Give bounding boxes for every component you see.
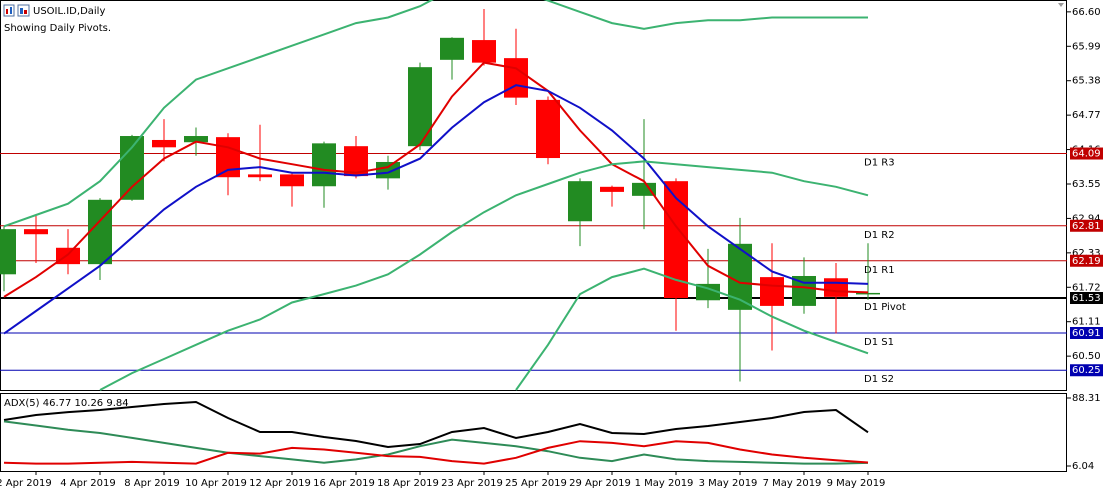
candle-body — [472, 40, 496, 63]
candle-body — [56, 247, 80, 265]
candle-body — [536, 99, 560, 159]
price-label-bg — [1070, 292, 1103, 305]
adx-frame — [0, 393, 1067, 472]
x-tick-label: 4 Apr 2019 — [60, 478, 115, 489]
y-tick-label: 6.04 — [1072, 461, 1094, 472]
price-label: 60.91 — [1072, 328, 1101, 339]
candle-body — [376, 161, 400, 179]
x-tick-label: 25 Apr 2019 — [505, 478, 567, 489]
x-tick-label: 12 Apr 2019 — [249, 478, 311, 489]
indicator-line — [3, 400, 869, 449]
y-tick-label: 65.38 — [1072, 76, 1101, 87]
price-label: 60.25 — [1072, 365, 1101, 376]
pivot-label: D1 S2 — [864, 374, 894, 385]
adx-title: ADX(5) 46.77 10.26 9.84 — [4, 398, 129, 409]
x-tick-label: 23 Apr 2019 — [441, 478, 503, 489]
y-tick-label: 65.99 — [1072, 41, 1101, 52]
y-tick-label: 62.33 — [1072, 248, 1101, 259]
candle-body — [24, 229, 48, 235]
pivot-label: D1 S1 — [864, 337, 894, 348]
candle-body — [216, 137, 240, 178]
price-label: 62.19 — [1072, 256, 1101, 267]
candle-body — [440, 37, 464, 60]
candle-body — [600, 186, 624, 192]
symbol-icon — [3, 4, 30, 17]
price-label-bg — [1070, 254, 1103, 267]
price-label-bg — [1070, 364, 1103, 377]
indicator-line — [99, 160, 869, 391]
price-label-bg — [1070, 219, 1103, 232]
y-tick-label: 66.60 — [1072, 7, 1101, 18]
x-tick-label: 2 Apr 2019 — [0, 478, 52, 489]
candle-body — [568, 181, 592, 222]
adx-plot — [3, 400, 869, 465]
candle-body — [312, 143, 336, 187]
candle-body — [184, 136, 208, 143]
pivot-label: D1 R1 — [864, 265, 895, 276]
indicator-line — [3, 440, 869, 465]
main-frame — [0, 0, 1067, 391]
x-tick-label: 3 May 2019 — [699, 478, 758, 489]
y-tick-label: 63.55 — [1072, 179, 1101, 190]
candle-body — [280, 174, 304, 187]
x-tick-label: 10 Apr 2019 — [185, 478, 247, 489]
pivot-label: D1 R3 — [864, 158, 895, 169]
indicator-line — [3, 84, 869, 335]
price-label-bg — [1070, 147, 1103, 160]
indicator-line — [515, 267, 869, 391]
y-tick-label: 60.50 — [1072, 351, 1101, 362]
candle-body — [152, 139, 176, 148]
price-label: 61.53 — [1072, 293, 1101, 304]
indicator-line — [3, 420, 869, 465]
x-tick-label: 1 May 2019 — [635, 478, 694, 489]
candle-body — [632, 182, 656, 196]
price-label-bg — [1070, 326, 1103, 339]
chart-title: USOIL.ID,Daily — [33, 6, 105, 17]
candle-body — [248, 174, 272, 178]
y-tick-label: 61.11 — [1072, 317, 1101, 328]
price-label: 64.09 — [1072, 149, 1101, 160]
candle-body — [504, 58, 528, 98]
candle-body — [664, 181, 688, 299]
candle-body — [760, 277, 784, 306]
candle-body — [88, 199, 112, 265]
main-plot: D1 R3 D1 R2 D1 R1 D1 Pivot D1 S1 D1 S2 — [0, 0, 1067, 391]
candle-body — [120, 136, 144, 200]
price-label: 62.81 — [1072, 221, 1101, 232]
pivot-label: D1 R2 — [864, 230, 895, 241]
x-tick-label: 18 Apr 2019 — [377, 478, 439, 489]
candle-body — [696, 283, 720, 301]
x-tick-label: 16 Apr 2019 — [313, 478, 375, 489]
shift-marker — [1058, 3, 1064, 7]
candle-body — [0, 229, 16, 275]
chart-subtitle: Showing Daily Pivots. — [4, 23, 111, 34]
y-tick-label: 62.94 — [1072, 213, 1101, 224]
y-tick-label: 88.31 — [1072, 393, 1101, 404]
x-tick-label: 29 Apr 2019 — [569, 478, 631, 489]
candle-body — [856, 292, 880, 295]
indicator-line — [3, 61, 869, 298]
pivot-label: D1 Pivot — [864, 302, 906, 313]
candle-body — [824, 278, 848, 297]
x-tick-label: 9 May 2019 — [827, 478, 886, 489]
y-tick-label: 61.72 — [1072, 282, 1101, 293]
x-tick-label: 8 Apr 2019 — [124, 478, 179, 489]
candle-body — [408, 67, 432, 147]
x-tick-label: 7 May 2019 — [763, 478, 822, 489]
y-tick-label: 64.77 — [1072, 110, 1101, 121]
indicator-line — [3, 0, 868, 228]
